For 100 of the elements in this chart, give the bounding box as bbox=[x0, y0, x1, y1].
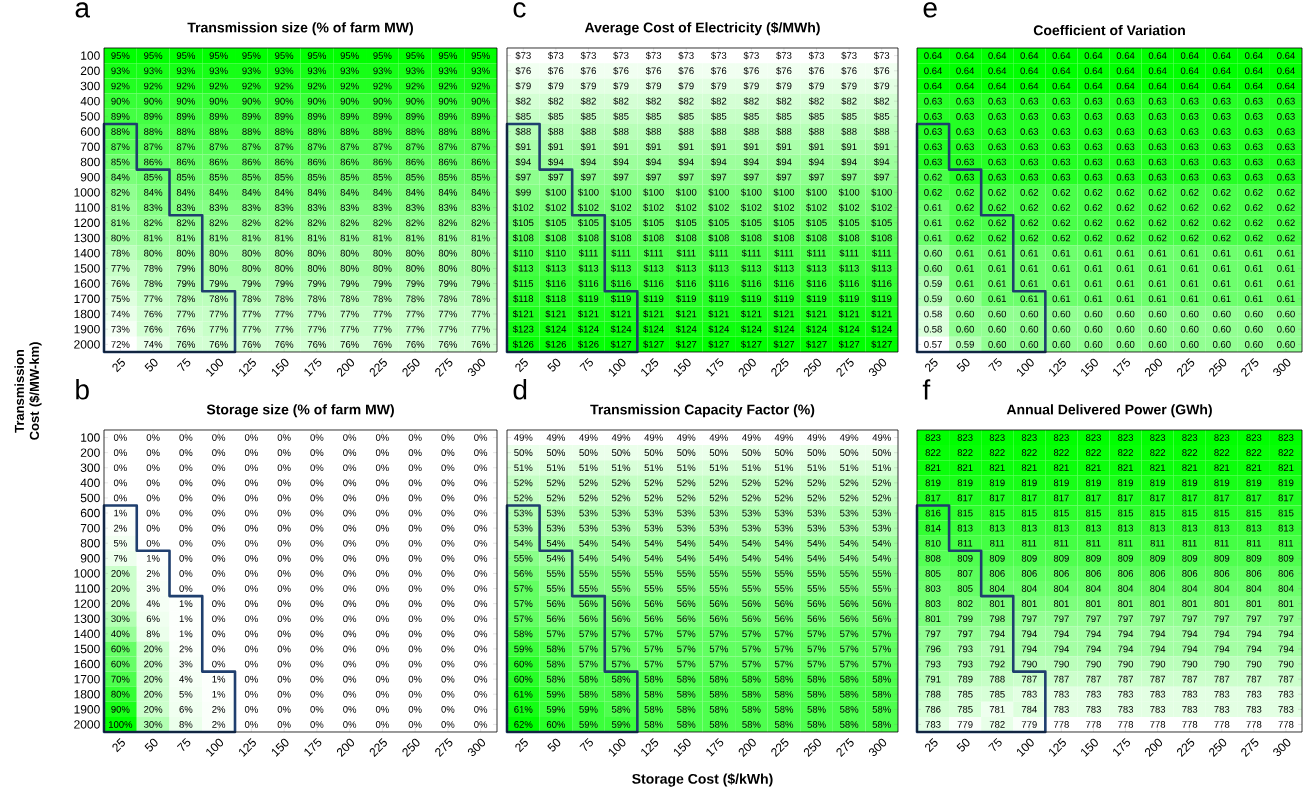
data-label: 77% bbox=[340, 325, 359, 333]
data-label: 100% bbox=[108, 721, 133, 728]
data-label: 819 bbox=[1278, 479, 1294, 487]
data-label: 93% bbox=[307, 67, 327, 75]
data-label: 0.60 bbox=[1052, 341, 1071, 348]
data-label: $119 bbox=[578, 294, 599, 303]
data-label: 0.62 bbox=[1148, 234, 1167, 242]
data-label: 0.63 bbox=[1052, 97, 1071, 105]
data-label: 0% bbox=[375, 479, 389, 487]
data-label: 781 bbox=[989, 705, 1005, 713]
data-label: 804 bbox=[1021, 585, 1037, 592]
data-label: 0.61 bbox=[1052, 295, 1071, 303]
data-label: 61% bbox=[514, 705, 533, 713]
data-label: 0.62 bbox=[1148, 204, 1167, 211]
data-label: 90% bbox=[176, 97, 196, 105]
data-label: 817 bbox=[1246, 494, 1262, 502]
y-tick-label: 400 bbox=[80, 478, 100, 488]
y-tick-label: 1700 bbox=[74, 674, 100, 684]
data-label: 55% bbox=[807, 585, 826, 592]
data-label: 5% bbox=[113, 539, 127, 547]
data-label: 54% bbox=[709, 555, 728, 562]
data-label: $113 bbox=[578, 264, 599, 273]
data-label: 58% bbox=[774, 705, 794, 713]
data-label: 77% bbox=[373, 310, 392, 318]
data-label: 95% bbox=[144, 52, 163, 59]
data-label: 20% bbox=[144, 690, 163, 698]
data-label: 80% bbox=[275, 265, 294, 272]
data-label: 58% bbox=[644, 705, 663, 713]
data-label: 58% bbox=[546, 675, 566, 683]
data-label: 779 bbox=[957, 721, 973, 728]
data-label: 0% bbox=[441, 509, 455, 517]
data-label: 823 bbox=[925, 434, 941, 441]
data-label: 58% bbox=[840, 690, 859, 698]
data-label: 785 bbox=[957, 705, 973, 713]
data-label: 802 bbox=[957, 600, 973, 607]
data-label: 88% bbox=[209, 128, 228, 135]
data-label: $102 bbox=[740, 203, 762, 212]
data-label: 55% bbox=[872, 570, 891, 577]
data-label: 0% bbox=[113, 479, 127, 487]
data-label: 0.63 bbox=[1052, 128, 1071, 135]
data-label: 778 bbox=[1182, 721, 1198, 728]
data-label: $111 bbox=[676, 249, 696, 258]
data-label: 58% bbox=[546, 660, 566, 668]
data-label: $97 bbox=[873, 173, 890, 182]
data-label: $111 bbox=[741, 249, 761, 258]
x-tick-label: 225 bbox=[369, 738, 387, 757]
data-label: 0% bbox=[441, 434, 455, 441]
data-label: $76 bbox=[776, 66, 792, 75]
data-label: 819 bbox=[1053, 479, 1069, 487]
data-label: 0% bbox=[277, 524, 291, 532]
data-label: $121 bbox=[545, 310, 566, 318]
data-label: 0.63 bbox=[956, 97, 974, 105]
data-label: 90% bbox=[438, 97, 458, 105]
data-label: 0% bbox=[277, 705, 291, 713]
data-label: 80% bbox=[242, 249, 261, 257]
data-label: 0.63 bbox=[1084, 128, 1103, 135]
y-tick-label: 600 bbox=[80, 508, 100, 518]
data-label: 57% bbox=[514, 615, 533, 623]
data-label: 0.64 bbox=[1277, 67, 1295, 75]
data-label: 50% bbox=[611, 449, 631, 457]
data-label: 52% bbox=[579, 494, 598, 502]
data-label: 787 bbox=[1053, 675, 1069, 683]
data-label: 93% bbox=[176, 67, 196, 75]
data-label: 0.60 bbox=[1116, 341, 1135, 348]
data-label: 797 bbox=[1150, 615, 1166, 623]
data-label: 0% bbox=[310, 615, 324, 623]
data-label: 49% bbox=[644, 434, 663, 441]
data-label: 794 bbox=[1053, 630, 1070, 638]
data-label: 0.61 bbox=[1245, 280, 1263, 287]
x-axis-title: Storage Cost ($/kWh) bbox=[632, 773, 773, 787]
data-label: 0.63 bbox=[1277, 97, 1295, 105]
data-label: 0.60 bbox=[1052, 325, 1071, 333]
data-label: $82 bbox=[808, 97, 824, 106]
data-label: 0.61 bbox=[1052, 280, 1071, 287]
data-label: 20% bbox=[144, 660, 163, 668]
data-label: 84% bbox=[176, 189, 196, 196]
data-label: 92% bbox=[111, 82, 130, 90]
data-label: 0% bbox=[343, 600, 357, 607]
data-label: 815 bbox=[1182, 509, 1198, 517]
data-label: 0.61 bbox=[1180, 280, 1199, 287]
data-label: 805 bbox=[925, 570, 941, 577]
y-tick-label: 1300 bbox=[74, 233, 100, 243]
data-label: 56% bbox=[546, 600, 566, 607]
data-label: $76 bbox=[515, 66, 531, 75]
data-label: 79% bbox=[242, 280, 261, 287]
data-label: 2% bbox=[212, 721, 226, 728]
data-label: 49% bbox=[839, 434, 859, 441]
data-label: 801 bbox=[1021, 600, 1037, 607]
data-label: 53% bbox=[807, 524, 826, 532]
data-label: 0% bbox=[441, 645, 455, 653]
x-tick-label: 200 bbox=[336, 358, 355, 377]
data-label: $100 bbox=[578, 188, 599, 197]
data-label: 0.61 bbox=[1245, 265, 1263, 272]
data-label: $124 bbox=[740, 325, 762, 334]
data-label: 0.64 bbox=[1277, 52, 1295, 59]
data-label: 0.61 bbox=[1277, 265, 1295, 272]
data-label: 0.62 bbox=[1245, 234, 1263, 242]
data-label: $97 bbox=[808, 173, 824, 182]
data-label: 87% bbox=[307, 143, 327, 151]
data-label: 56% bbox=[872, 615, 891, 623]
